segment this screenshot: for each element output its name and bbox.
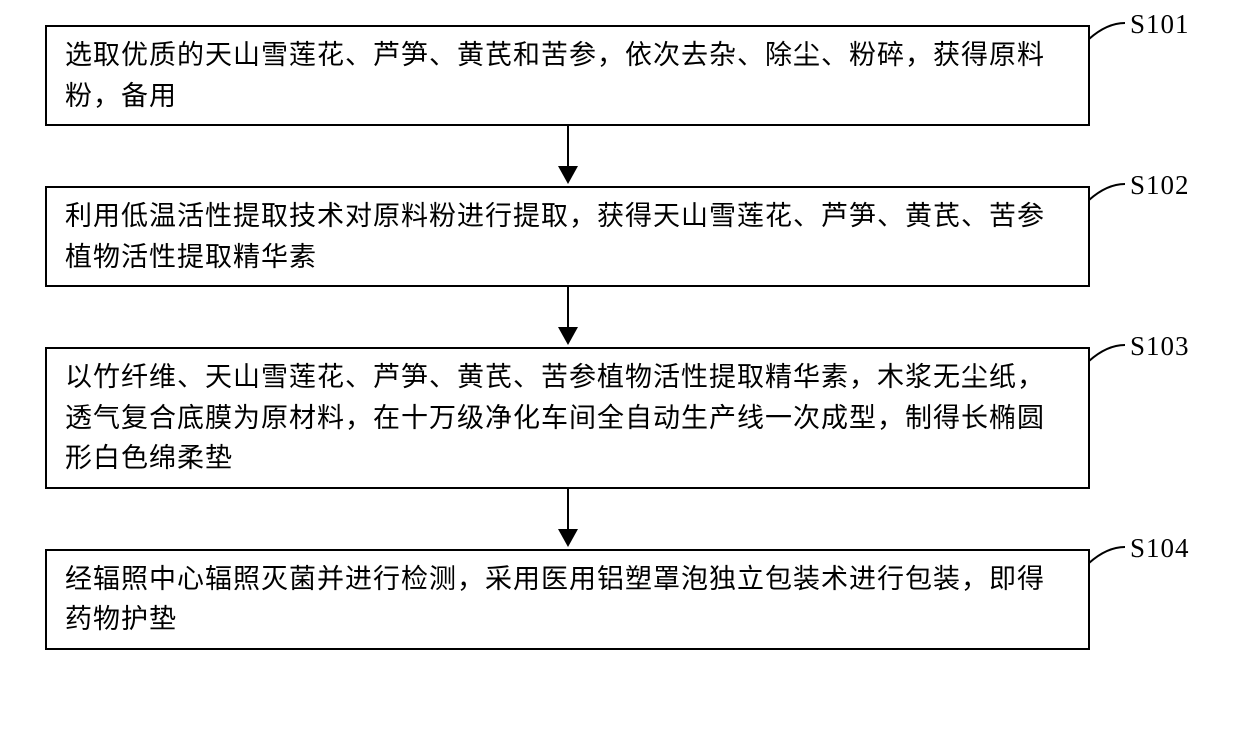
flow-step-2: 利用低温活性提取技术对原料粉进行提取，获得天山雪莲花、芦笋、黄芪、苦参植物活性提… xyxy=(45,186,1195,287)
arrow-line-2 xyxy=(567,287,569,331)
flow-text-4: 经辐照中心辐照灭菌并进行检测，采用医用铝塑罩泡独立包装术进行包装，即得药物护垫 xyxy=(65,559,1070,640)
flow-box-1: 选取优质的天山雪莲花、芦笋、黄芪和苦参，依次去杂、除尘、粉碎，获得原料粉，备用 xyxy=(45,25,1090,126)
arrow-1 xyxy=(45,126,1090,186)
connector-curve-1 xyxy=(1087,21,1127,51)
flow-text-1: 选取优质的天山雪莲花、芦笋、黄芪和苦参，依次去杂、除尘、粉碎，获得原料粉，备用 xyxy=(65,35,1070,116)
flow-box-4: 经辐照中心辐照灭菌并进行检测，采用医用铝塑罩泡独立包装术进行包装，即得药物护垫 xyxy=(45,549,1090,650)
flow-box-3: 以竹纤维、天山雪莲花、芦笋、黄芪、苦参植物活性提取精华素，木浆无尘纸，透气复合底… xyxy=(45,347,1090,489)
flow-text-3: 以竹纤维、天山雪莲花、芦笋、黄芪、苦参植物活性提取精华素，木浆无尘纸，透气复合底… xyxy=(65,357,1070,479)
arrow-2 xyxy=(45,287,1090,347)
flowchart: 选取优质的天山雪莲花、芦笋、黄芪和苦参，依次去杂、除尘、粉碎，获得原料粉，备用 … xyxy=(45,25,1195,650)
connector-curve-3 xyxy=(1087,343,1127,373)
arrow-head-1 xyxy=(558,166,578,184)
step-label-3: S103 xyxy=(1130,331,1190,362)
flow-step-4: 经辐照中心辐照灭菌并进行检测，采用医用铝塑罩泡独立包装术进行包装，即得药物护垫 … xyxy=(45,549,1195,650)
flow-box-2: 利用低温活性提取技术对原料粉进行提取，获得天山雪莲花、芦笋、黄芪、苦参植物活性提… xyxy=(45,186,1090,287)
flow-step-1: 选取优质的天山雪莲花、芦笋、黄芪和苦参，依次去杂、除尘、粉碎，获得原料粉，备用 … xyxy=(45,25,1195,126)
connector-curve-2 xyxy=(1087,182,1127,212)
step-label-1: S101 xyxy=(1130,9,1190,40)
arrow-3 xyxy=(45,489,1090,549)
flow-text-2: 利用低温活性提取技术对原料粉进行提取，获得天山雪莲花、芦笋、黄芪、苦参植物活性提… xyxy=(65,196,1070,277)
arrow-head-2 xyxy=(558,327,578,345)
connector-curve-4 xyxy=(1087,545,1127,575)
step-label-4: S104 xyxy=(1130,533,1190,564)
flow-step-3: 以竹纤维、天山雪莲花、芦笋、黄芪、苦参植物活性提取精华素，木浆无尘纸，透气复合底… xyxy=(45,347,1195,489)
arrow-head-3 xyxy=(558,529,578,547)
arrow-line-1 xyxy=(567,126,569,170)
arrow-line-3 xyxy=(567,489,569,533)
step-label-2: S102 xyxy=(1130,170,1190,201)
